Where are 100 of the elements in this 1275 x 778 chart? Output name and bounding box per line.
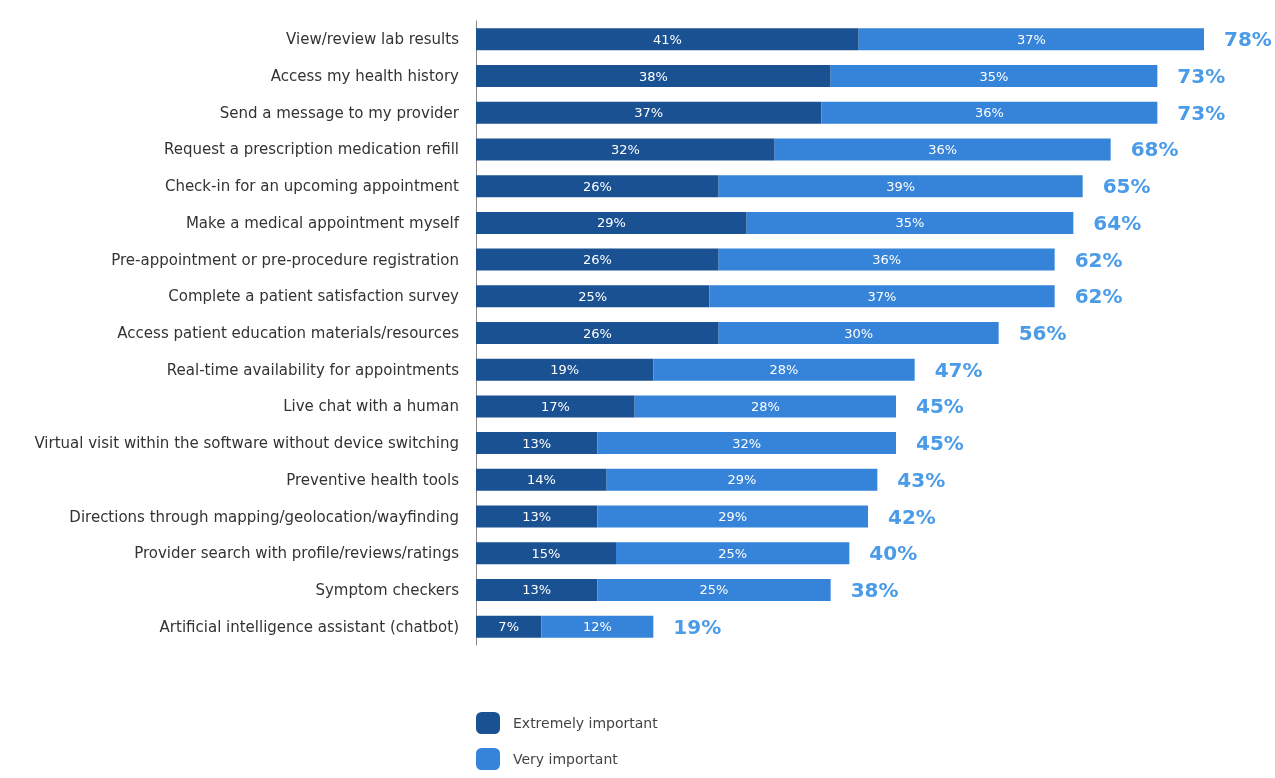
data-label: 25% (578, 288, 608, 304)
y-tick-label: Make a medical appointment myself (185, 213, 460, 232)
data-label: 35% (895, 215, 925, 231)
total-label: 65% (1102, 174, 1151, 199)
total-label: 40% (869, 541, 918, 566)
data-label: 26% (582, 178, 612, 194)
total-label: 19% (673, 614, 722, 639)
total-label: 64% (1093, 210, 1142, 235)
y-tick-label: Symptom checkers (315, 580, 460, 599)
y-tick-label: Provider search with profile/reviews/ratings (134, 544, 460, 563)
bar (476, 395, 635, 418)
total-label: 62% (1074, 284, 1123, 309)
legend-label: Extremely important (513, 715, 659, 731)
bar (774, 138, 1111, 161)
data-label: 38% (638, 68, 668, 84)
data-label: 7% (498, 619, 519, 635)
data-label: 29% (718, 509, 748, 525)
y-tick-label: Live chat with a human (283, 397, 459, 416)
data-label: 36% (974, 105, 1004, 121)
bar (718, 322, 999, 344)
data-label: 32% (732, 435, 762, 451)
bar (476, 285, 710, 308)
y-tick-label: Preventive health tools (286, 470, 460, 489)
data-label: 26% (582, 325, 612, 341)
data-label: 37% (867, 288, 897, 304)
bar (476, 432, 598, 455)
total-label: 45% (916, 431, 964, 456)
y-tick-label: Real-time availability for appointments (166, 360, 460, 379)
data-label: 28% (750, 398, 780, 414)
bar (634, 395, 896, 418)
total-label: 56% (1018, 321, 1067, 345)
bar (476, 101, 822, 124)
bar (718, 175, 1083, 198)
y-tick-label: Directions through mapping/geolocation/wayfinding (69, 507, 459, 526)
bar (476, 615, 542, 638)
bar (476, 322, 719, 344)
bar (597, 578, 831, 601)
y-tick-label: View/review lab results (286, 30, 460, 49)
data-label: 30% (844, 325, 874, 341)
total-label: 45% (916, 394, 964, 419)
y-tick-label: Access patient education materials/resources (117, 324, 460, 342)
total-label: 38% (850, 577, 899, 602)
bar (821, 101, 1158, 124)
total-label: 73% (1177, 100, 1226, 125)
total-label: 42% (888, 504, 936, 529)
y-tick-label: Check-in for an upcoming appointment (164, 177, 460, 196)
data-label: 39% (886, 178, 916, 194)
bar (653, 358, 915, 381)
data-label: 32% (610, 141, 640, 157)
data-label: 14% (526, 472, 556, 488)
data-label: 29% (727, 472, 757, 488)
bar (616, 542, 850, 565)
legend-label: Very important (513, 751, 619, 767)
data-label: 13% (522, 435, 552, 451)
bar (476, 28, 859, 51)
y-tick-label: Complete a patient satisfaction survey (168, 287, 460, 306)
total-label: 78% (1224, 27, 1272, 52)
data-label: 29% (596, 215, 626, 231)
bar (476, 138, 775, 161)
data-label: 13% (522, 509, 552, 525)
y-tick-label: Request a prescription medication refill (164, 140, 459, 159)
bar (606, 468, 878, 491)
bar (476, 211, 747, 234)
bar (709, 285, 1055, 308)
data-label: 13% (522, 582, 552, 598)
bar (746, 211, 1074, 234)
bar (718, 248, 1055, 271)
y-tick-label: Pre-appointment or pre-procedure registration (111, 250, 459, 269)
total-label: 43% (897, 467, 946, 492)
data-label: 28% (769, 362, 799, 378)
bar (476, 248, 719, 271)
bar (476, 578, 598, 601)
bar (476, 468, 607, 491)
y-tick-label: Virtual visit within the software without device switching (34, 434, 459, 453)
data-label: 37% (1016, 31, 1046, 47)
bar (597, 432, 896, 455)
total-label: 68% (1130, 137, 1179, 162)
data-label: 36% (872, 252, 902, 268)
bar (476, 358, 654, 381)
data-label: 12% (582, 619, 612, 635)
bar (830, 65, 1158, 88)
data-label: 15% (531, 545, 561, 561)
y-tick-label: Access my health history (270, 67, 460, 86)
total-label: 47% (934, 357, 983, 382)
bar (541, 615, 654, 638)
data-label: 41% (652, 31, 682, 47)
data-label: 35% (979, 68, 1009, 84)
data-label: 36% (928, 141, 958, 157)
bar (597, 505, 868, 528)
y-tick-label: Artificial intelligence assistant (chatbot) (159, 617, 459, 636)
bar (858, 28, 1204, 51)
bar (476, 65, 831, 88)
bar (476, 505, 598, 528)
total-label: 62% (1074, 247, 1123, 272)
data-label: 17% (540, 398, 570, 414)
y-tick-label: Send a message to my provider (219, 103, 460, 122)
total-label: 73% (1177, 64, 1226, 89)
data-label: 26% (582, 252, 612, 268)
bar (476, 175, 719, 198)
data-label: 19% (550, 362, 580, 378)
